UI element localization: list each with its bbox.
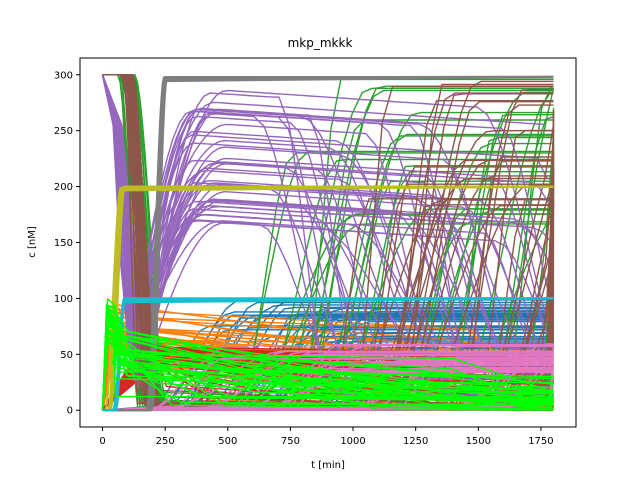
series-line xyxy=(102,119,554,411)
series-line xyxy=(101,313,554,411)
series-line xyxy=(102,354,554,411)
y-tick-label: 250 xyxy=(54,126,73,137)
series-line xyxy=(102,198,554,411)
series-line xyxy=(102,75,554,412)
series-line xyxy=(102,183,554,411)
chart-title: mkp_mkkk xyxy=(288,36,353,50)
series-layer xyxy=(101,74,555,412)
x-axis-label: t [min] xyxy=(311,460,345,471)
y-tick-label: 300 xyxy=(54,70,73,81)
x-tick-label: 250 xyxy=(156,436,175,447)
x-tick-label: 1250 xyxy=(403,436,428,447)
series-line xyxy=(102,185,554,412)
series-line xyxy=(101,74,554,373)
x-tick-label: 1750 xyxy=(528,436,553,447)
y-tick-label: 200 xyxy=(54,182,73,193)
x-axis: 0 250 500 750 1000 1250 1500 1750 xyxy=(99,427,554,447)
y-axis: 0 50 100 150 200 250 300 xyxy=(54,70,80,417)
series-line xyxy=(102,165,554,411)
series-line xyxy=(102,89,554,411)
series-line xyxy=(101,74,553,360)
y-tick-label: 150 xyxy=(54,238,73,249)
x-tick-label: 1500 xyxy=(466,436,491,447)
series-group xyxy=(101,298,554,411)
series-line xyxy=(101,74,553,380)
series-line xyxy=(102,150,554,411)
series-line xyxy=(101,74,554,384)
series-line xyxy=(102,87,554,411)
y-tick-label: 0 xyxy=(67,406,73,417)
series-line xyxy=(102,352,554,411)
series-line xyxy=(101,74,549,388)
series-line xyxy=(101,74,548,367)
series-line xyxy=(102,353,554,411)
series-line xyxy=(101,74,549,360)
y-axis-label: c [nM] xyxy=(27,226,38,258)
x-tick-label: 500 xyxy=(218,436,237,447)
series-group xyxy=(102,297,554,412)
series-line xyxy=(101,74,546,345)
series-line xyxy=(102,75,554,412)
series-line xyxy=(101,74,548,357)
x-tick-label: 0 xyxy=(99,436,105,447)
series-line xyxy=(102,198,554,411)
series-line xyxy=(102,209,554,411)
series-line xyxy=(102,85,554,411)
y-tick-label: 100 xyxy=(54,294,73,305)
x-tick-label: 1000 xyxy=(340,436,365,447)
series-line xyxy=(101,74,545,400)
series-line xyxy=(102,370,554,411)
y-tick-label: 50 xyxy=(60,350,73,361)
x-tick-label: 750 xyxy=(281,436,300,447)
series-line xyxy=(101,342,554,411)
